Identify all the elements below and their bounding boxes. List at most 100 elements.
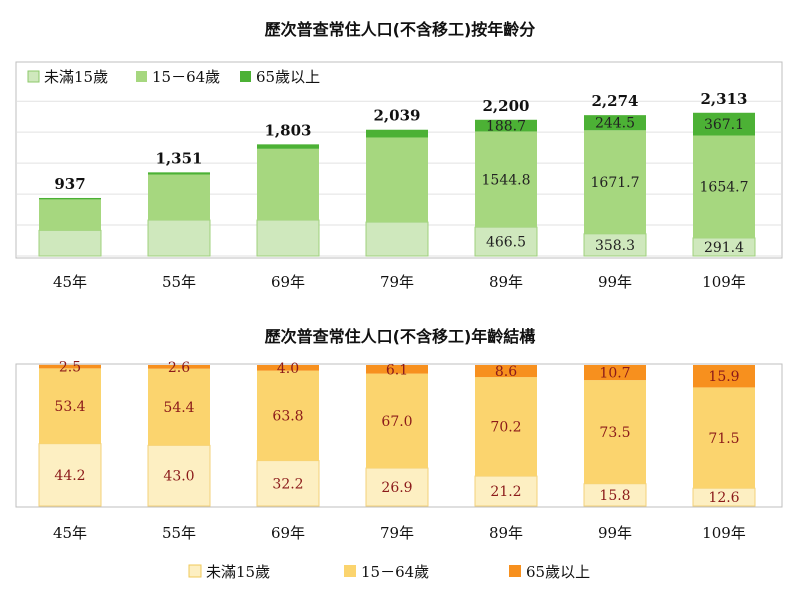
chart2-legend-label: 15－64歲: [361, 563, 429, 581]
chart2-segment-label: 15.8: [599, 488, 630, 504]
chart1-bar-segment: [39, 197, 101, 200]
chart1-segment-label: 244.5: [595, 116, 635, 132]
chart1-bar-segment: [147, 219, 211, 257]
chart2-segment-label: 10.7: [599, 366, 630, 382]
chart1-legend-label: 15－64歲: [152, 68, 220, 86]
chart2-bar-segment: [584, 380, 646, 484]
chart2-bar-segment: [39, 368, 101, 444]
chart1-bar-segment: [584, 115, 646, 131]
chart2-bar-segment: [365, 467, 429, 507]
chart2-bar-segment: [366, 373, 428, 469]
chart2-legend-swatch: [188, 564, 202, 578]
chart1-x-tick: 45年: [53, 273, 87, 291]
chart2-segment-label: 32.2: [272, 476, 303, 492]
chart2-bar-segment: [38, 443, 102, 507]
chart1-total-label: 1,351: [156, 149, 203, 167]
chart2-segment-label: 6.1: [386, 362, 408, 378]
chart1-bar-segment: [365, 221, 429, 257]
chart2-segment-label: 54.4: [163, 400, 194, 416]
chart2-segment-label: 63.8: [272, 409, 303, 425]
chart1-segment-label: 188.7: [486, 119, 526, 135]
chart1-segment-label: 291.4: [704, 240, 744, 256]
chart1-segment-label: 358.3: [595, 238, 635, 254]
chart2-legend-label: 65歲以上: [526, 563, 590, 581]
chart1-total-label: 2,274: [592, 92, 639, 110]
chart2-segment-label: 44.2: [54, 468, 85, 484]
chart2-x-tick: 109年: [702, 524, 746, 542]
chart1-title: 歷次普查常住人口(不含移工)按年齡分: [265, 20, 536, 39]
chart1-bar-segment: [693, 112, 755, 136]
chart2-bar-segment: [148, 365, 210, 369]
chart2-segment-label: 53.4: [54, 399, 85, 415]
chart1-bar-segment: [256, 219, 320, 257]
chart2-bar-segment: [584, 365, 646, 381]
chart1-x-tick: 89年: [489, 273, 523, 291]
chart2-segment-label: 70.2: [490, 420, 521, 436]
chart1-bar-segment: [584, 130, 646, 234]
chart1-bars: 937 1,351 1,803 2,039 466.5 1544.8 188.7 2,200 3…: [38, 90, 756, 257]
chart1-bar-segment: [148, 174, 210, 221]
chart2-segment-label: 15.9: [708, 369, 739, 385]
chart2-bar-segment: [147, 444, 211, 507]
chart2-legend-label: 未滿15歲: [206, 563, 270, 581]
chart1-bar-segment: [366, 129, 428, 138]
chart2-segment-label: 2.5: [59, 360, 81, 376]
chart1-bar-segment: [39, 199, 101, 231]
chart1-total-label: 1,803: [265, 121, 312, 139]
chart2-x-tick: 69年: [271, 524, 305, 542]
chart2-bar-segment: [257, 365, 319, 371]
chart2-legend-swatch: [344, 565, 356, 577]
chart2-bar-segment: [693, 387, 755, 489]
chart1-legend-label: 未滿15歲: [44, 68, 108, 86]
chart1-segment-label: 466.5: [486, 235, 526, 251]
chart2-segment-label: 73.5: [599, 425, 630, 441]
chart2-bars: 44.2 53.4 2.5 43.0 54.4 2.6 32.2 63.8 4.0 26.9 67.…: [38, 360, 756, 507]
chart1-bar-segment: [148, 172, 210, 175]
chart2-bar-segment: [148, 368, 210, 446]
chart1-legend: 未滿15歲 15－64歲 65歲以上: [27, 68, 320, 86]
chart2-x-tick: 45年: [53, 524, 87, 542]
chart1-x-tick: 79年: [380, 273, 414, 291]
chart1-total-label: 2,313: [701, 90, 748, 108]
chart2-segment-label: 26.9: [381, 480, 412, 496]
chart2-segment-label: 12.6: [708, 490, 739, 506]
chart2-x-tick: 55年: [162, 524, 196, 542]
chart1-total-label: 2,200: [483, 97, 530, 115]
chart1-bar-segment: [366, 137, 428, 223]
chart1-bar-segment: [38, 229, 102, 257]
chart2-bar-segment: [366, 365, 428, 374]
chart1-bar-segment: [693, 135, 755, 238]
chart1-x-tick: 69年: [271, 273, 305, 291]
chart1-bar-segment: [475, 131, 537, 228]
chart2-segment-label: 2.6: [168, 360, 190, 376]
chart2-title: 歷次普查常住人口(不含移工)年齡結構: [265, 327, 536, 346]
chart2-x-tick: 99年: [598, 524, 632, 542]
chart2-segment-label: 71.5: [708, 431, 739, 447]
chart1-legend-swatch: [240, 71, 251, 82]
chart2-segment-label: 67.0: [381, 414, 412, 430]
chart2-bar-segment: [256, 460, 320, 507]
chart2-bar-segment: [39, 364, 101, 369]
chart2-segment-label: 21.2: [490, 484, 521, 500]
chart1-total-label: 2,039: [374, 107, 421, 125]
chart2-x-ticks: 45年 55年 69年 79年 89年 99年 109年: [53, 524, 746, 542]
chart1-x-tick: 55年: [162, 273, 196, 291]
chart2-legend-swatch: [509, 565, 521, 577]
chart1-legend-label: 65歲以上: [256, 68, 320, 86]
chart1-segment-label: 1544.8: [482, 172, 531, 188]
chart1-bar-segment: [474, 226, 538, 257]
chart1-bar-segment: [475, 119, 537, 132]
chart2-bar-segment: [475, 365, 537, 378]
chart2-bar-segment: [475, 377, 537, 477]
chart1-segment-label: 367.1: [704, 117, 744, 133]
chart2-legend: 未滿15歲 15－64歲 65歲以上: [188, 563, 590, 581]
chart2-segment-label: 43.0: [163, 469, 194, 485]
chart1-legend-swatch: [27, 70, 40, 83]
chart2-bar-segment: [693, 365, 755, 388]
chart2-segment-label: 4.0: [277, 361, 299, 377]
chart1-x-tick: 109年: [702, 273, 746, 291]
chart1-bar-segment: [257, 148, 319, 221]
chart1-x-tick: 99年: [598, 273, 632, 291]
chart1-segment-label: 1671.7: [591, 175, 640, 191]
